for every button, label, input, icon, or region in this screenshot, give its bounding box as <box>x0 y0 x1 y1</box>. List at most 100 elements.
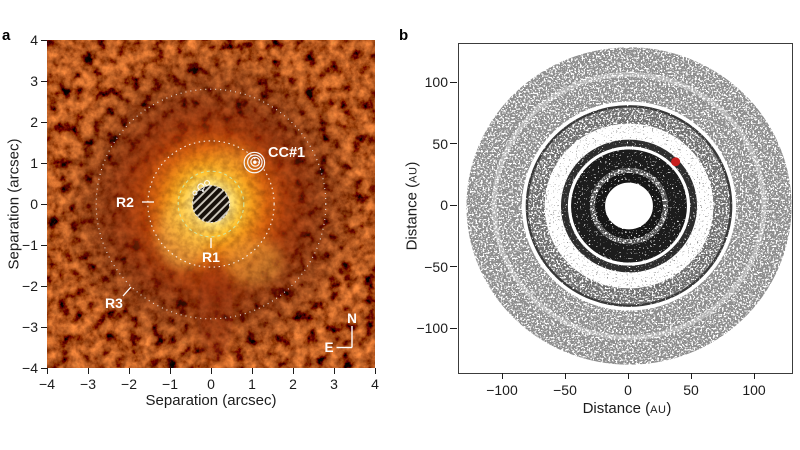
panel-b-x-title-unit: AU <box>650 404 667 416</box>
panel-a-x-tick <box>128 368 130 374</box>
panel-a-letter: a <box>2 27 11 44</box>
panel-a-y-tick-label: −1 <box>22 237 38 253</box>
panel-b-x-axis-title: Distance (AU) <box>583 400 672 417</box>
panel-b-x-tick <box>564 373 566 379</box>
panel-a-y-tick <box>41 367 47 369</box>
panel-b-x-title-suffix: ) <box>666 400 672 417</box>
companion-label: CC#1 <box>268 145 305 161</box>
panel-b-x-tick-label: −100 <box>486 382 518 398</box>
ring-R1 <box>177 170 245 238</box>
companion-contours <box>243 151 266 174</box>
panel-b-y-title-unit: AU <box>407 166 420 183</box>
speckle-contours <box>192 180 210 196</box>
compass-east-label: E <box>324 340 333 355</box>
planet-orbit-dotted <box>563 141 695 271</box>
panel-a-y-tick-label: 1 <box>30 155 38 171</box>
panel-a-x-tick <box>169 368 171 374</box>
coronagraph-mask <box>192 185 230 223</box>
ring1-label: R1 <box>202 249 220 265</box>
compass-north-label: N <box>347 311 357 326</box>
panel-a-y-tick <box>41 121 47 123</box>
panel-a-y-tick-label: −4 <box>22 360 38 376</box>
panel-a-y-tick-label: 0 <box>30 196 38 212</box>
compass <box>336 326 353 349</box>
ring-R2 <box>147 140 275 268</box>
panel-b-letter: b <box>399 27 409 44</box>
panel-b-y-tick-label: −50 <box>424 258 448 275</box>
light-gap-ring <box>491 71 767 341</box>
panel-b-plot-frame <box>458 43 793 374</box>
companion-contour <box>247 154 263 170</box>
light-gap-ring <box>568 146 690 266</box>
disk-ring <box>525 105 733 307</box>
panel-a-x-tick <box>46 368 48 374</box>
panel-b-y-tick <box>450 204 457 206</box>
r3-leader-line <box>122 286 132 297</box>
panel-a-x-tick-label: −4 <box>39 376 55 392</box>
disk-scatter <box>466 47 792 365</box>
ring2-label: R2 <box>116 194 134 210</box>
panel-a-image: CC#1 R2 R1 R3 N E <box>47 40 375 368</box>
panel-a-y-tick-label: 2 <box>30 114 38 130</box>
panel-b-x-title-prefix: Distance ( <box>582 400 651 417</box>
disk-ring <box>571 149 687 263</box>
panel-b-x-tick <box>690 373 692 379</box>
panel-a-x-tick-label: 3 <box>330 376 338 392</box>
disk-ring <box>466 47 792 365</box>
panel-a-x-axis-title: Separation (arcsec) <box>145 392 277 409</box>
panel-a-x-tick-label: −2 <box>121 376 137 392</box>
panel-a-x-tick <box>292 368 294 374</box>
panel-b-y-tick <box>450 327 457 329</box>
panel-a-x-tick-label: −3 <box>80 376 96 392</box>
planet-marker <box>671 157 681 167</box>
panel-a-y-tick <box>41 244 47 246</box>
panel-a-x-tick <box>251 368 253 374</box>
panel-b-y-tick <box>450 81 457 83</box>
reference-rings <box>95 88 327 320</box>
panel-a-y-tick <box>41 80 47 82</box>
disk-ring <box>589 167 669 245</box>
panel-a-y-tick <box>41 162 47 164</box>
panel-a-y-tick <box>41 285 47 287</box>
ring-R3 <box>95 88 327 320</box>
panel-a-y-tick <box>41 39 47 41</box>
panel-a-x-tick-label: 4 <box>371 376 379 392</box>
panel-a-x-tick <box>374 368 376 374</box>
panel-b-y-tick <box>450 143 457 144</box>
panel-a-y-tick <box>41 203 47 205</box>
companion-core <box>253 160 257 164</box>
panel-a-x-tick-label: 1 <box>248 376 256 392</box>
panel-b-x-tick <box>501 373 503 379</box>
panel-a-y-tick-label: −3 <box>22 319 38 335</box>
panel-a-x-tick <box>87 368 89 374</box>
panel-b-y-tick-label: 0 <box>440 197 448 213</box>
panel-a-y-tick-label: −2 <box>22 278 38 294</box>
panel-b-y-tick <box>450 266 457 267</box>
panel-b-svg <box>466 47 792 365</box>
annotation-lines <box>122 201 212 297</box>
panel-a-x-tick <box>333 368 335 374</box>
panel-b-x-tick <box>753 373 755 379</box>
panel-a-x-tick-label: 2 <box>289 376 297 392</box>
panel-b-x-tick-label: 100 <box>742 382 766 398</box>
panel-a-svg: CC#1 R2 R1 R3 N E <box>47 40 375 368</box>
disk-ring <box>544 123 714 289</box>
panel-b-y-tick-label: −100 <box>416 320 448 336</box>
panel-a-y-tick-label: 4 <box>30 32 38 48</box>
panel-a-x-tick-label: −1 <box>162 376 178 392</box>
companion-contour <box>250 156 261 167</box>
panel-a-x-tick <box>210 368 212 374</box>
panel-b-y-title-prefix: Distance ( <box>403 182 421 251</box>
ring3-label: R3 <box>105 295 123 311</box>
panel-b-x-tick-label: −50 <box>553 382 577 398</box>
panel-b-y-tick-label: 100 <box>424 74 448 90</box>
companion-contour <box>243 151 266 174</box>
panel-b-x-tick <box>627 373 629 379</box>
panel-b-x-tick-label: 50 <box>683 382 699 398</box>
disk-ring <box>594 172 664 240</box>
panel-b-x-tick-label: 0 <box>624 382 632 398</box>
panel-a-y-tick <box>41 326 47 328</box>
panel-b-y-tick-label: 50 <box>432 135 448 152</box>
panel-a-y-tick-label: 3 <box>30 73 38 89</box>
panel-b-y-title-suffix: ) <box>403 161 421 167</box>
